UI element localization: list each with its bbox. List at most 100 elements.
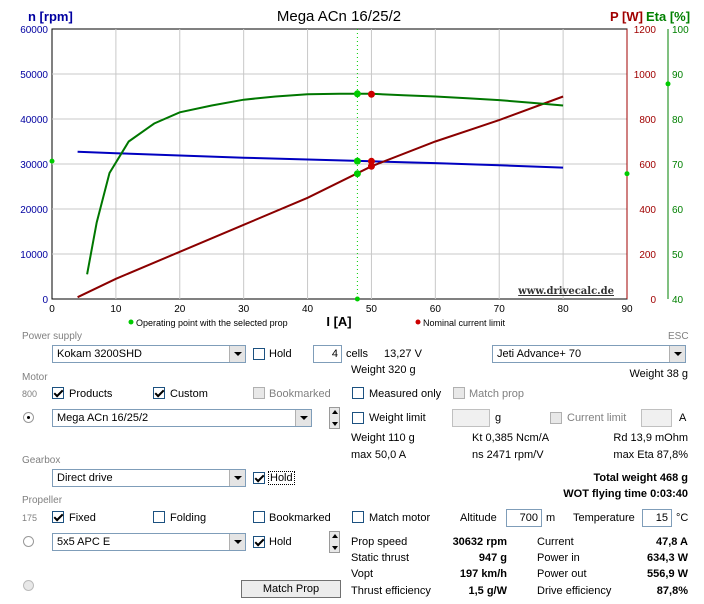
y-tick-label-rpm: 0 — [42, 295, 48, 306]
motor-select[interactable]: Mega ACn 16/25/2 — [52, 409, 312, 427]
y-tick-label-power: 800 — [639, 115, 656, 126]
y-tick-label-power: 1000 — [634, 70, 657, 81]
match-motor-checkbox[interactable] — [352, 511, 364, 523]
y-tick-label-eta: 100 — [672, 25, 689, 36]
match-prop-button[interactable]: Match Prop — [241, 580, 341, 598]
y-tick-label-rpm: 10000 — [20, 250, 48, 261]
motor-max-eta: max Eta 87,8% — [613, 449, 688, 461]
section-power-supply: Power supply — [22, 331, 83, 342]
vopt-value: 197 km/h — [459, 568, 507, 580]
battery-select[interactable]: Kokam 3200SHD — [52, 345, 246, 363]
cells-label: cells — [346, 348, 369, 360]
y-tick-label-rpm: 20000 — [20, 205, 48, 216]
prop-bookmarked-checkbox[interactable] — [253, 511, 265, 523]
arrow-up-icon[interactable] — [332, 410, 338, 414]
axis-marker — [49, 158, 55, 164]
third-radio[interactable] — [23, 580, 34, 591]
y-tick-label-eta: 70 — [672, 160, 684, 171]
propeller-radio[interactable] — [23, 536, 34, 547]
operating-point-marker — [353, 157, 361, 165]
chart-ticks: 0 10 20 30 40 50 60 70 80 90010000200003000040000… — [20, 25, 689, 315]
esc-weight: Weight 38 g — [629, 368, 688, 380]
battery-weight: Weight 320 g — [351, 364, 416, 376]
custom-checkbox[interactable] — [153, 387, 165, 399]
x-tick-label: 30 — [238, 304, 250, 315]
custom-label: Custom — [170, 388, 208, 400]
nominal-limit-marker — [367, 162, 375, 170]
motor-spinner[interactable] — [329, 407, 340, 429]
esc-select[interactable]: Jeti Advance+ 70 — [492, 345, 686, 363]
y-tick-label-rpm: 30000 — [20, 160, 48, 171]
y-tick-label-eta: 50 — [672, 250, 684, 261]
x-tick-label: 20 — [174, 304, 186, 315]
current-limit-unit: A — [679, 412, 687, 424]
measured-only-checkbox[interactable] — [352, 387, 364, 399]
axis-marker — [665, 81, 671, 87]
chevron-down-icon[interactable] — [669, 346, 685, 362]
arrow-down-icon[interactable] — [332, 422, 338, 426]
vopt-label: Vopt — [351, 568, 374, 580]
products-label: Products — [69, 388, 113, 400]
folding-label: Folding — [170, 512, 207, 524]
eta-series-line — [86, 92, 564, 275]
weight-limit-label: Weight limit — [369, 412, 426, 424]
legend-operating-point: Operating point with the selected prop — [136, 318, 288, 328]
legend-nominal-limit: Nominal current limit — [423, 318, 506, 328]
chevron-down-icon[interactable] — [295, 410, 311, 426]
temperature-unit: °C — [676, 512, 689, 524]
temperature-input[interactable]: 15 — [642, 509, 672, 527]
current-limit-checkbox[interactable] — [550, 412, 562, 424]
gearbox-select[interactable]: Direct drive — [52, 469, 246, 487]
gearbox-value: Direct drive — [57, 472, 113, 484]
products-checkbox[interactable] — [52, 387, 64, 399]
current-limit-label: Current limit — [567, 412, 627, 424]
prop-bookmarked-label: Bookmarked — [269, 512, 331, 524]
y-tick-label-rpm: 40000 — [20, 115, 48, 126]
motor-bookmarked-label: Bookmarked — [269, 388, 331, 400]
chevron-down-icon[interactable] — [229, 534, 245, 550]
chart-title: Mega ACn 16/25/2 — [277, 8, 401, 25]
thrust-efficiency-label: Thrust efficiency — [351, 585, 431, 597]
weight-limit-input[interactable] — [452, 409, 490, 427]
x-tick-label: 0 — [49, 304, 55, 315]
chevron-down-icon[interactable] — [229, 470, 245, 486]
motor-bookmarked-checkbox[interactable] — [253, 387, 265, 399]
x-tick-label: 80 — [558, 304, 570, 315]
battery-hold-label: Hold — [269, 348, 292, 360]
power-out-label: Power out — [537, 568, 587, 580]
propeller-hold-checkbox[interactable] — [253, 536, 265, 548]
fixed-label: Fixed — [69, 512, 96, 524]
x-tick-label: 60 — [430, 304, 442, 315]
chart-grid — [51, 28, 669, 300]
weight-limit-unit: g — [495, 412, 502, 424]
motor-count: 800 — [22, 389, 38, 399]
altitude-input[interactable]: 700 — [506, 509, 542, 527]
match-prop-label: Match prop — [469, 388, 525, 400]
match-prop-checkbox[interactable] — [453, 387, 465, 399]
gearbox-hold-checkbox[interactable] — [253, 472, 265, 484]
y-tick-label-power: 1200 — [634, 25, 657, 36]
arrow-down-icon[interactable] — [332, 546, 338, 550]
y-tick-label-rpm: 50000 — [20, 70, 48, 81]
folding-checkbox[interactable] — [153, 511, 165, 523]
arrow-up-icon[interactable] — [332, 534, 338, 538]
watermark: www.drivecalc.de — [517, 286, 614, 297]
wot-flying-time: WOT flying time 0:03:40 — [563, 488, 688, 500]
motor-radio[interactable] — [23, 412, 34, 423]
current-limit-input[interactable] — [641, 409, 672, 427]
section-gearbox: Gearbox — [22, 455, 61, 466]
propeller-select[interactable]: 5x5 APC E — [52, 533, 246, 551]
weight-limit-checkbox[interactable] — [352, 412, 364, 424]
x-tick-label: 40 — [302, 304, 314, 315]
propeller-spinner[interactable] — [329, 531, 340, 553]
axis-marker — [624, 171, 630, 177]
battery-hold-checkbox[interactable] — [253, 348, 265, 360]
motor-value: Mega ACn 16/25/2 — [57, 412, 149, 424]
motor-kt: Kt 0,385 Ncm/A — [472, 432, 550, 444]
power-in-value: 634,3 W — [647, 552, 688, 564]
y-tick-label-eta: 40 — [672, 295, 684, 306]
chevron-down-icon[interactable] — [229, 346, 245, 362]
cells-input[interactable]: 4 — [313, 345, 342, 363]
x-tick-label: 50 — [366, 304, 378, 315]
fixed-checkbox[interactable] — [52, 511, 64, 523]
